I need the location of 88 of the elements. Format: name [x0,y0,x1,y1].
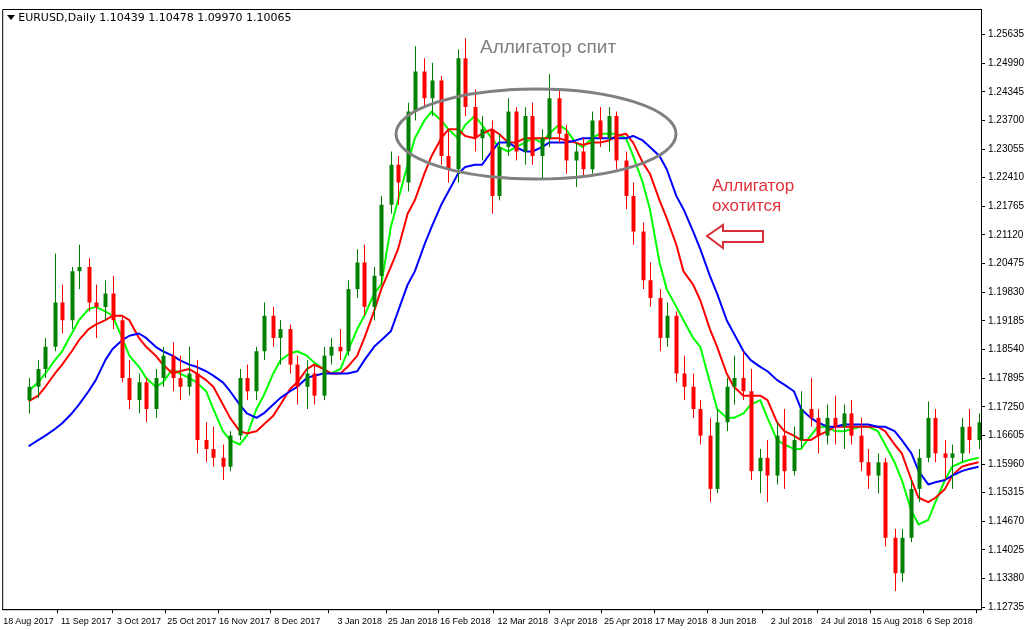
candlestick [36,359,41,399]
candlestick [43,337,48,379]
y-tick-label: 1.13380 [988,572,1025,584]
candlestick [204,421,209,463]
candlestick [295,355,300,406]
y-tick-label: 1.24345 [988,85,1025,97]
candlestick [60,284,65,335]
y-tick-label: 1.17250 [988,400,1025,412]
y-tick-label: 1.21765 [988,200,1025,212]
x-tick-label: 3 Jan 2018 [337,616,382,627]
candlestick [691,372,696,419]
candlestick [665,301,670,348]
y-tick-label: 1.20475 [988,257,1025,269]
y-tick-label: 1.23055 [988,142,1025,154]
y-tick-label: 1.19185 [988,314,1025,326]
candlestick [94,284,99,339]
candlestick [127,359,132,410]
candlestick [312,364,317,406]
x-tick-label: 18 Aug 2017 [3,616,54,627]
candlestick [833,395,838,445]
candlestick [842,404,847,450]
candlestick [278,319,283,366]
y-tick-label: 1.15315 [988,486,1025,498]
chart-title: EURUSD,Daily 1.10439 1.10478 1.09970 1.10065 [18,11,292,24]
candlestick [221,444,226,481]
x-tick-label: 3 Oct 2017 [116,616,161,627]
y-tick-label: 1.19830 [988,285,1025,297]
candlestick [137,372,142,414]
candlestick [866,448,871,490]
x-tick-label: 6 Sep 2018 [926,616,973,627]
candlestick [178,355,183,401]
candlestick [967,408,972,454]
y-tick-label: 1.12735 [988,600,1025,612]
candlestick [648,261,653,308]
y-tick-label: 1.14025 [988,543,1025,555]
candlestick [171,341,176,392]
x-tick-label: 16 Nov 2017 [218,616,271,627]
candlestick [271,306,276,348]
x-tick-label: 16 Feb 2018 [439,616,491,627]
candlestick [809,377,814,428]
candlestick [758,448,763,494]
candlestick [849,399,854,445]
candlestick [825,404,830,445]
y-tick-label: 1.23700 [988,114,1025,126]
candlestick [211,426,216,468]
y-tick-label: 1.15960 [988,457,1025,469]
x-tick-label: 8 Dec 2017 [274,616,321,627]
candlestick [540,128,545,179]
x-tick-label: 25 Oct 2017 [167,616,217,627]
x-tick-label: 2 Jul 2018 [770,616,813,627]
x-tick-label: 8 Jun 2018 [711,616,757,627]
candlestick [950,444,955,490]
candlestick [245,364,250,401]
candlestick [741,350,746,401]
x-tick-label: 11 Sep 2017 [60,616,112,627]
candlestick [305,359,310,410]
candlestick [876,452,881,494]
candlestick [682,355,687,401]
x-tick-label: 17 May 2018 [655,616,708,627]
x-tick-label: 25 Jan 2018 [387,616,438,627]
candlestick [329,337,334,366]
x-tick-label: 12 Mar 2018 [497,616,549,627]
candlestick [765,439,770,503]
y-tick-label: 1.17895 [988,371,1025,383]
y-tick-label: 1.24990 [988,56,1025,68]
candlestick [816,408,821,454]
candlestick [480,115,485,161]
candlestick [396,155,401,206]
x-tick-label: 24 Jul 2018 [820,616,868,627]
y-tick-label: 1.22410 [988,171,1025,183]
x-tick-label: 25 Apr 2018 [604,616,653,627]
y-tick-label: 1.25635 [988,28,1025,40]
candlestick [187,346,192,397]
x-tick-label: 3 Apr 2018 [553,616,598,627]
candlestick [430,62,435,117]
y-tick-label: 1.16605 [988,429,1025,441]
candlestick [607,106,612,152]
y-tick-label: 1.18540 [988,343,1025,355]
y-tick-label: 1.14670 [988,515,1025,527]
candlestick [732,355,737,406]
candlestick [27,377,32,414]
x-tick-label: 15 Aug 2018 [871,616,923,627]
y-tick-label: 1.21120 [988,228,1024,240]
annotation: Аллигатор спит [480,36,617,58]
candlestick [943,439,948,481]
candlestick [161,346,166,388]
annotation: Аллигатор охотится [712,176,796,216]
candlestick [103,279,108,321]
